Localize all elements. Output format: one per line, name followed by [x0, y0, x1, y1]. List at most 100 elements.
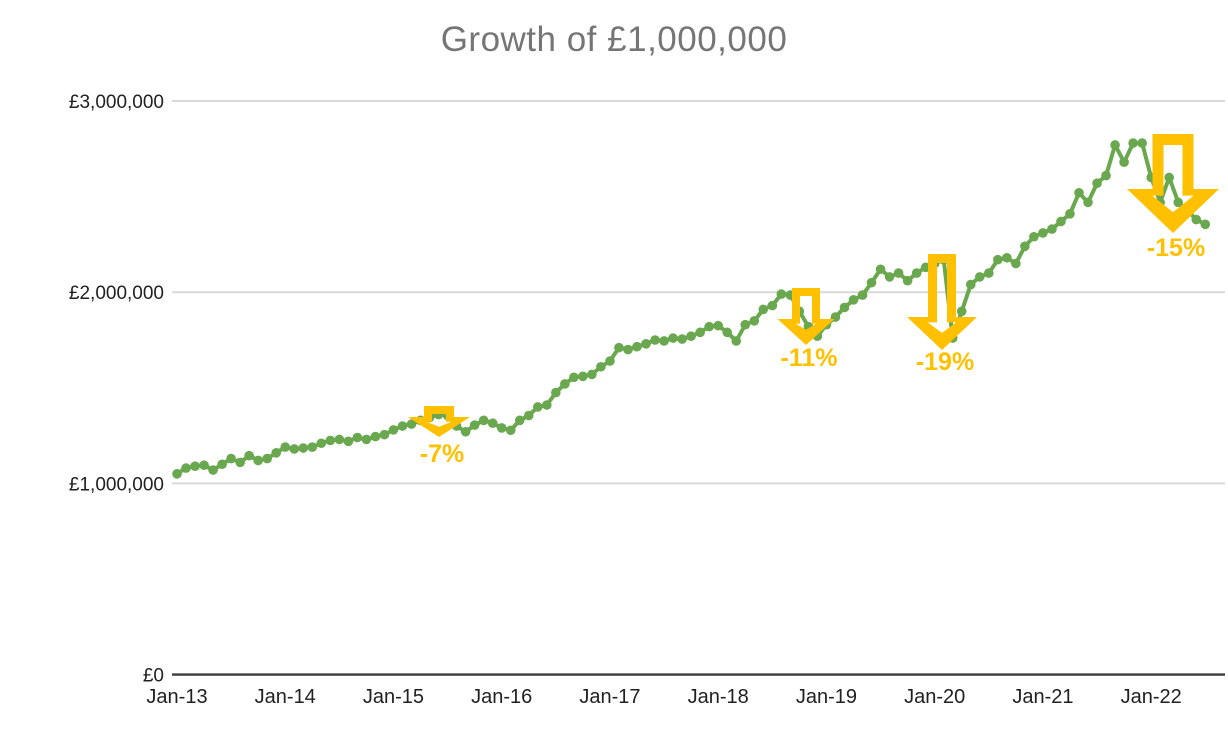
data-point-marker	[722, 327, 733, 338]
data-point-marker	[469, 420, 480, 430]
data-point-marker	[623, 344, 633, 355]
data-point-marker	[542, 400, 552, 410]
drawdown-arrow-icon	[777, 288, 835, 345]
chart-title: Growth of £1,000,000	[440, 20, 788, 59]
data-point-marker	[316, 438, 327, 449]
data-point-marker	[478, 415, 489, 426]
data-point-marker	[496, 423, 507, 433]
data-point-marker	[965, 279, 976, 290]
data-point-marker	[1002, 252, 1012, 263]
data-point-marker	[343, 436, 354, 447]
data-point-marker	[1137, 138, 1147, 148]
data-point-marker	[460, 426, 471, 437]
data-point-marker	[379, 429, 390, 440]
data-point-marker	[361, 434, 372, 445]
data-point-marker	[911, 268, 922, 278]
x-axis-label: Jan-19	[796, 686, 857, 708]
data-point-marker	[514, 415, 525, 426]
data-point-marker	[614, 342, 624, 353]
data-point-marker	[1029, 231, 1039, 242]
data-point-marker	[758, 304, 769, 315]
data-point-marker	[271, 448, 282, 458]
x-axis-label: Jan-16	[471, 686, 532, 708]
data-point-marker	[686, 331, 696, 341]
data-point-marker	[298, 443, 309, 453]
y-axis-label: £2,000,000	[69, 283, 164, 304]
data-point-marker	[523, 410, 534, 421]
data-point-marker	[226, 453, 236, 464]
data-point-marker	[749, 316, 760, 326]
data-point-marker	[587, 369, 597, 380]
data-point-marker	[307, 442, 318, 452]
data-point-marker	[1065, 209, 1075, 219]
data-point-marker	[956, 306, 967, 317]
data-point-marker	[406, 419, 417, 429]
drawdown-label: -7%	[420, 440, 464, 468]
data-point-marker	[262, 453, 273, 464]
x-axis-label: Jan-13	[146, 686, 207, 708]
data-point-marker	[1191, 214, 1202, 225]
data-point-marker	[605, 356, 615, 366]
x-axis-label: Jan-22	[1121, 686, 1182, 708]
data-point-marker	[848, 295, 859, 305]
data-point-marker	[893, 268, 904, 278]
x-axis-label: Jan-18	[688, 686, 749, 708]
data-point-marker	[1092, 178, 1102, 189]
data-point-marker	[993, 254, 1003, 265]
data-point-marker	[505, 425, 516, 436]
data-point-marker	[884, 272, 895, 282]
data-point-marker	[650, 335, 660, 345]
data-point-marker	[1074, 187, 1084, 198]
data-point-marker	[388, 425, 399, 435]
data-point-marker	[641, 339, 651, 349]
data-point-marker	[533, 402, 543, 412]
data-point-marker	[767, 300, 778, 311]
data-point-marker	[199, 460, 209, 471]
data-point-marker	[974, 272, 985, 282]
data-point-marker	[632, 341, 642, 352]
y-axis-label: £1,000,000	[69, 474, 164, 495]
x-axis-label: Jan-15	[363, 686, 424, 708]
data-point-marker	[1056, 216, 1066, 227]
x-axis-label: Jan-14	[255, 686, 316, 708]
data-point-marker	[253, 455, 263, 466]
data-point-marker	[1200, 219, 1211, 230]
drawdown-label: -11%	[781, 344, 838, 372]
data-point-marker	[397, 421, 408, 431]
data-point-marker	[659, 336, 669, 346]
data-point-marker	[731, 336, 742, 346]
data-point-marker	[1173, 197, 1184, 208]
data-point-marker	[1047, 224, 1057, 234]
drawdown-label: -15%	[1147, 234, 1205, 262]
data-point-marker	[569, 372, 579, 383]
data-point-marker	[1110, 140, 1120, 150]
data-point-marker	[695, 327, 705, 338]
drawdown-arrow-icon	[408, 406, 470, 437]
data-point-marker	[984, 268, 994, 278]
drawdown-arrow-icon	[1127, 134, 1219, 233]
data-point-marker	[289, 444, 300, 454]
series-line	[175, 141, 1208, 476]
data-point-marker	[1128, 138, 1138, 148]
data-point-marker	[217, 459, 227, 470]
y-axis-label: £3,000,000	[69, 92, 164, 113]
data-point-marker	[1083, 197, 1093, 208]
data-point-marker	[190, 461, 200, 471]
x-axis-label: Jan-17	[579, 686, 640, 708]
data-point-marker	[713, 320, 723, 331]
data-point-marker	[1038, 228, 1048, 238]
data-point-marker	[551, 387, 561, 398]
data-point-marker	[334, 434, 345, 445]
drawdown-arrow-icon	[907, 254, 977, 350]
data-point-marker	[875, 264, 886, 275]
data-point-marker	[740, 319, 751, 330]
x-axis-label: Jan-20	[904, 686, 965, 708]
data-point-marker	[325, 435, 336, 446]
data-point-marker	[1101, 170, 1111, 181]
x-axis-label: Jan-21	[1012, 686, 1073, 708]
data-point-marker	[244, 450, 254, 461]
data-point-marker	[668, 333, 678, 343]
data-point-marker	[866, 277, 877, 288]
